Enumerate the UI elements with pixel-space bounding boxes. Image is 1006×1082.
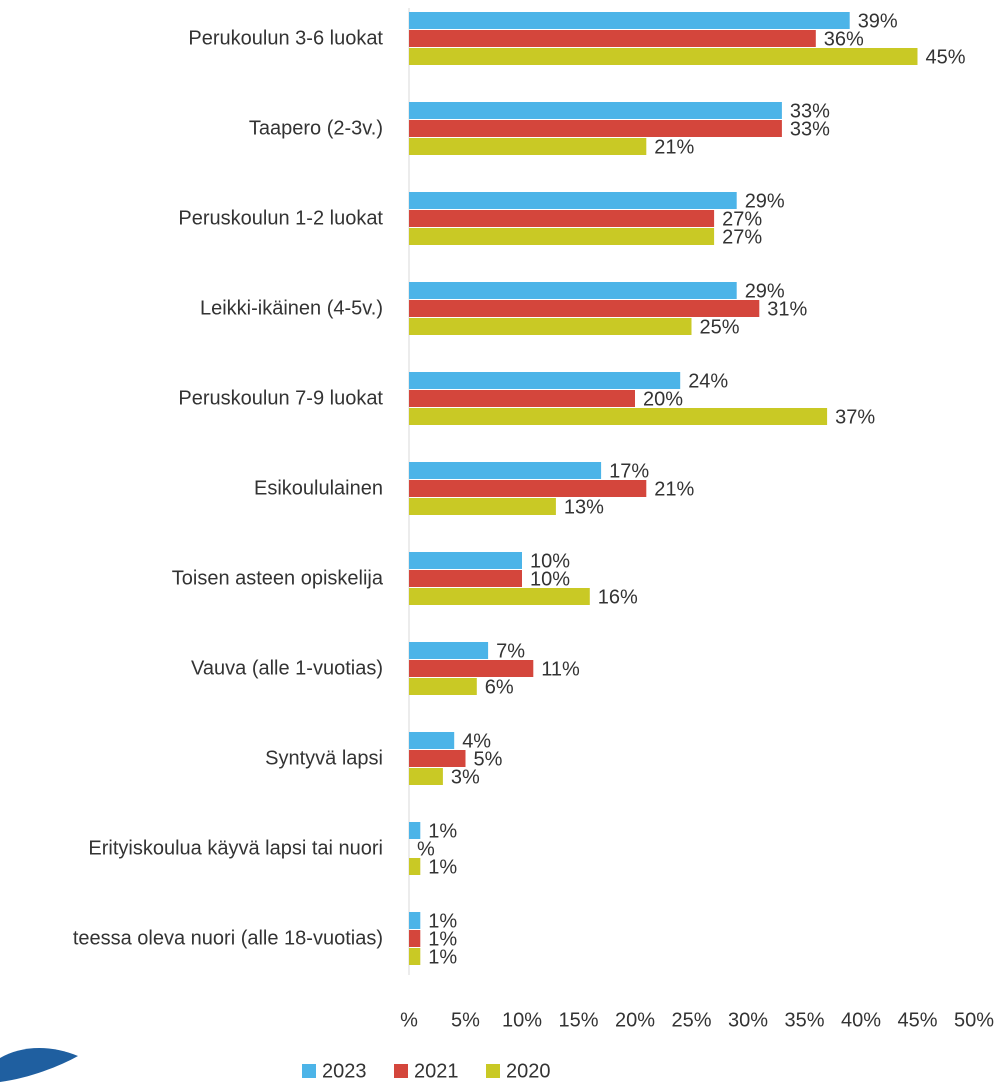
bar: [409, 570, 522, 587]
bar: [409, 12, 850, 29]
bar: [409, 858, 421, 875]
data-label: 1%: [428, 856, 457, 878]
data-label: 10%: [530, 550, 570, 572]
data-label: 21%: [654, 478, 694, 500]
category-label: Taapero (2-3v.): [249, 117, 383, 139]
data-label: 1%: [428, 946, 457, 968]
bar: [409, 768, 443, 785]
legend-label: 2023: [322, 1060, 367, 1082]
bar: [409, 750, 466, 767]
legend-swatch: [486, 1064, 500, 1078]
bar: [409, 300, 760, 317]
data-label: 6%: [485, 676, 514, 698]
data-label: 37%: [835, 406, 875, 428]
bar: [409, 390, 635, 407]
data-label: 29%: [745, 280, 785, 302]
data-label: 25%: [700, 316, 740, 338]
data-label: 16%: [598, 586, 638, 608]
data-label: 24%: [688, 370, 728, 392]
category-label: Toisen asteen opiskelija: [172, 567, 384, 589]
category-label: Peruskoulun 1-2 luokat: [178, 207, 383, 229]
bar: [409, 732, 455, 749]
category-label: Perukoulun 3-6 luokat: [188, 27, 383, 49]
bar: [409, 30, 816, 47]
bar: [409, 210, 715, 227]
data-label: 33%: [790, 118, 830, 140]
x-tick-label: 15%: [558, 1009, 598, 1031]
data-label: 33%: [790, 100, 830, 122]
data-label: 5%: [474, 748, 503, 770]
data-label: 17%: [609, 460, 649, 482]
bar: [409, 588, 590, 605]
bar: [409, 480, 647, 497]
data-label: 31%: [767, 298, 807, 320]
bar: [409, 372, 681, 389]
data-label: 27%: [722, 226, 762, 248]
bar: [409, 912, 421, 929]
bar: [409, 930, 421, 947]
x-tick-label: 5%: [451, 1009, 480, 1031]
bar: [409, 318, 692, 335]
bar: [409, 642, 489, 659]
x-tick-label: 10%: [502, 1009, 542, 1031]
legend-label: 2020: [506, 1060, 551, 1082]
data-label: 45%: [926, 46, 966, 68]
category-label: Erityiskoulua käyvä lapsi tai nuori: [88, 837, 383, 859]
bar: [409, 498, 556, 515]
logo: [0, 1047, 78, 1082]
data-label: 13%: [564, 496, 604, 518]
data-label: 10%: [530, 568, 570, 590]
data-label: 1%: [428, 910, 457, 932]
bar: [409, 48, 918, 65]
data-label: 1%: [428, 820, 457, 842]
data-label: 20%: [643, 388, 683, 410]
data-label: 1%: [428, 928, 457, 950]
data-label: 39%: [858, 10, 898, 32]
x-tick-label: 25%: [671, 1009, 711, 1031]
category-label: Vauva (alle 1-vuotias): [191, 657, 383, 679]
data-label: 7%: [496, 640, 525, 662]
data-label: 21%: [654, 136, 694, 158]
bar: [409, 228, 715, 245]
category-label: Peruskoulun 7-9 luokat: [178, 387, 383, 409]
bar: [409, 678, 477, 695]
legend-swatch: [394, 1064, 408, 1078]
data-label: 27%: [722, 208, 762, 230]
data-label: 11%: [541, 658, 580, 680]
legend-label: 2021: [414, 1060, 459, 1082]
bar: [409, 282, 737, 299]
data-label: 3%: [451, 766, 480, 788]
bar: [409, 102, 782, 119]
bar: [409, 462, 602, 479]
bar: [409, 948, 421, 965]
data-label: 4%: [462, 730, 491, 752]
data-label: 29%: [745, 190, 785, 212]
x-tick-label: 35%: [784, 1009, 824, 1031]
bar: [409, 192, 737, 209]
legend-swatch: [302, 1064, 316, 1078]
category-label: Esikoululainen: [254, 477, 383, 499]
bar: [409, 138, 647, 155]
bar: [409, 660, 534, 677]
x-tick-label: 30%: [728, 1009, 768, 1031]
data-label: 36%: [824, 28, 864, 50]
x-tick-label: 40%: [841, 1009, 881, 1031]
data-label: %: [417, 838, 435, 860]
category-label: teessa oleva nuori (alle 18-vuotias): [73, 927, 383, 949]
x-tick-label: 45%: [897, 1009, 937, 1031]
bar: [409, 120, 782, 137]
x-tick-label: %: [400, 1009, 418, 1031]
bar: [409, 822, 421, 839]
category-label: Leikki-ikäinen (4-5v.): [200, 297, 383, 319]
category-label: Syntyvä lapsi: [265, 747, 383, 769]
x-tick-label: 50%: [954, 1009, 994, 1031]
bar: [409, 552, 522, 569]
x-tick-label: 20%: [615, 1009, 655, 1031]
bar: [409, 408, 828, 425]
